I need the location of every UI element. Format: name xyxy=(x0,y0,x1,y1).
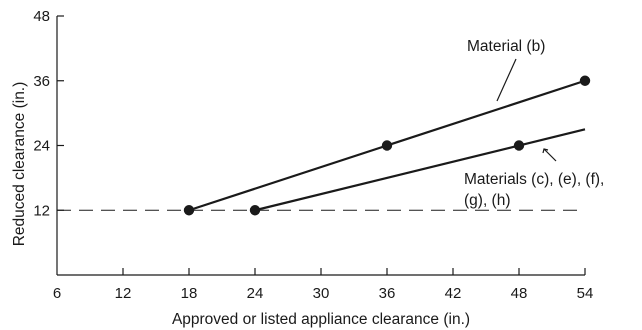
x-tick-label: 18 xyxy=(181,285,198,302)
x-tick-label: 6 xyxy=(53,285,61,302)
data-point-series-2 xyxy=(249,205,261,216)
data-point-series-1 xyxy=(579,75,591,86)
x-tick-label: 54 xyxy=(577,285,594,302)
leader-materials-c-arrowhead xyxy=(542,148,549,154)
leader-materials-c xyxy=(543,148,557,162)
y-tick-label: 24 xyxy=(33,138,50,155)
y-tick-label: 48 xyxy=(33,8,50,25)
x-tick-label: 36 xyxy=(379,285,396,302)
annotation-materials-c-line1: Materials (c), (e), (f), xyxy=(464,171,604,188)
data-point-series-1 xyxy=(381,140,393,151)
points-group xyxy=(183,75,591,216)
data-point-series-2 xyxy=(513,140,525,151)
tick-labels-group: 6 12 18 24 30 36 42 48 54 12 24 36 48 xyxy=(33,8,593,302)
y-axis-label: Reduced clearance (in.) xyxy=(11,82,28,247)
y-tick-label: 12 xyxy=(33,202,50,219)
x-tick-label: 30 xyxy=(313,285,330,302)
leader-material-b xyxy=(496,58,517,102)
x-axis-label: Approved or listed appliance clearance (… xyxy=(172,311,470,328)
x-tick-label: 48 xyxy=(511,285,528,302)
x-tick-label: 24 xyxy=(247,285,264,302)
data-point-series-1 xyxy=(183,205,195,216)
y-tick-label: 36 xyxy=(33,73,50,90)
x-tick-label: 12 xyxy=(115,285,132,302)
chart-axes xyxy=(56,15,586,276)
x-tick-label: 42 xyxy=(445,285,462,302)
series-line-2 xyxy=(254,128,586,212)
annotation-materials-c-line2: (g), (h) xyxy=(464,192,511,209)
annotation-material-b: Material (b) xyxy=(467,38,545,55)
